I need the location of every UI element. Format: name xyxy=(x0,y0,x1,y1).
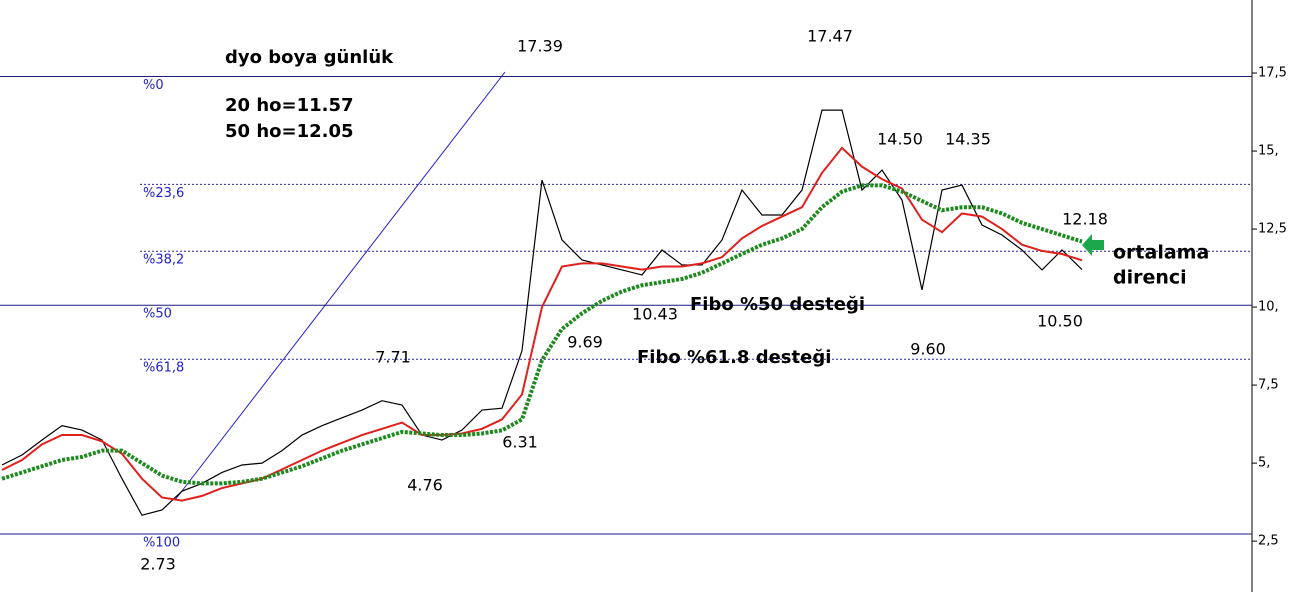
arrow xyxy=(1082,234,1104,256)
subtitle: 20 ho=11.57 xyxy=(225,95,354,116)
annotation: 7.71 xyxy=(375,348,411,367)
annotation: 14.35 xyxy=(945,130,991,149)
fib-label: %0 xyxy=(143,78,164,93)
annotation: ortalama xyxy=(1113,242,1209,264)
y-tick-label: 5, xyxy=(1258,456,1270,471)
fib-label: %38,2 xyxy=(143,253,184,268)
fib-label: %100 xyxy=(143,535,180,550)
fib-label: %61,8 xyxy=(143,361,184,376)
annotation: 2.73 xyxy=(140,555,176,574)
fib-label: %23,6 xyxy=(143,186,184,201)
annotation: 9.60 xyxy=(910,340,946,359)
fib-label: %50 xyxy=(143,307,172,322)
annotation: Fibo %61.8 desteği xyxy=(637,347,831,368)
annotation: 14.50 xyxy=(877,130,923,149)
annotation: 4.76 xyxy=(407,476,443,495)
trend-line xyxy=(174,71,506,501)
chart-title: dyo boya günlük xyxy=(225,47,394,68)
y-tick-label: 17,5 xyxy=(1258,66,1287,81)
annotation: 12.18 xyxy=(1062,210,1108,229)
annotation: direnci xyxy=(1113,267,1187,289)
y-tick-label: 7,5 xyxy=(1258,378,1279,393)
annotation: Fibo %50 desteği xyxy=(690,294,865,315)
y-tick-label: 12,5 xyxy=(1258,222,1287,237)
subtitle: 50 ho=12.05 xyxy=(225,121,354,142)
annotation: 10.50 xyxy=(1037,312,1083,331)
annotation: 17.47 xyxy=(807,27,853,46)
y-tick-label: 15, xyxy=(1258,144,1279,159)
y-tick-label: 10, xyxy=(1258,300,1279,315)
price-line xyxy=(1,183,1083,486)
annotation: 6.31 xyxy=(502,433,538,452)
price-line xyxy=(1,146,1083,502)
annotation: 9.69 xyxy=(567,333,603,352)
price-line xyxy=(1,109,1083,516)
annotation: 17.39 xyxy=(517,37,563,56)
y-tick-label: 2,5 xyxy=(1258,534,1279,549)
annotation: 10.43 xyxy=(632,305,678,324)
